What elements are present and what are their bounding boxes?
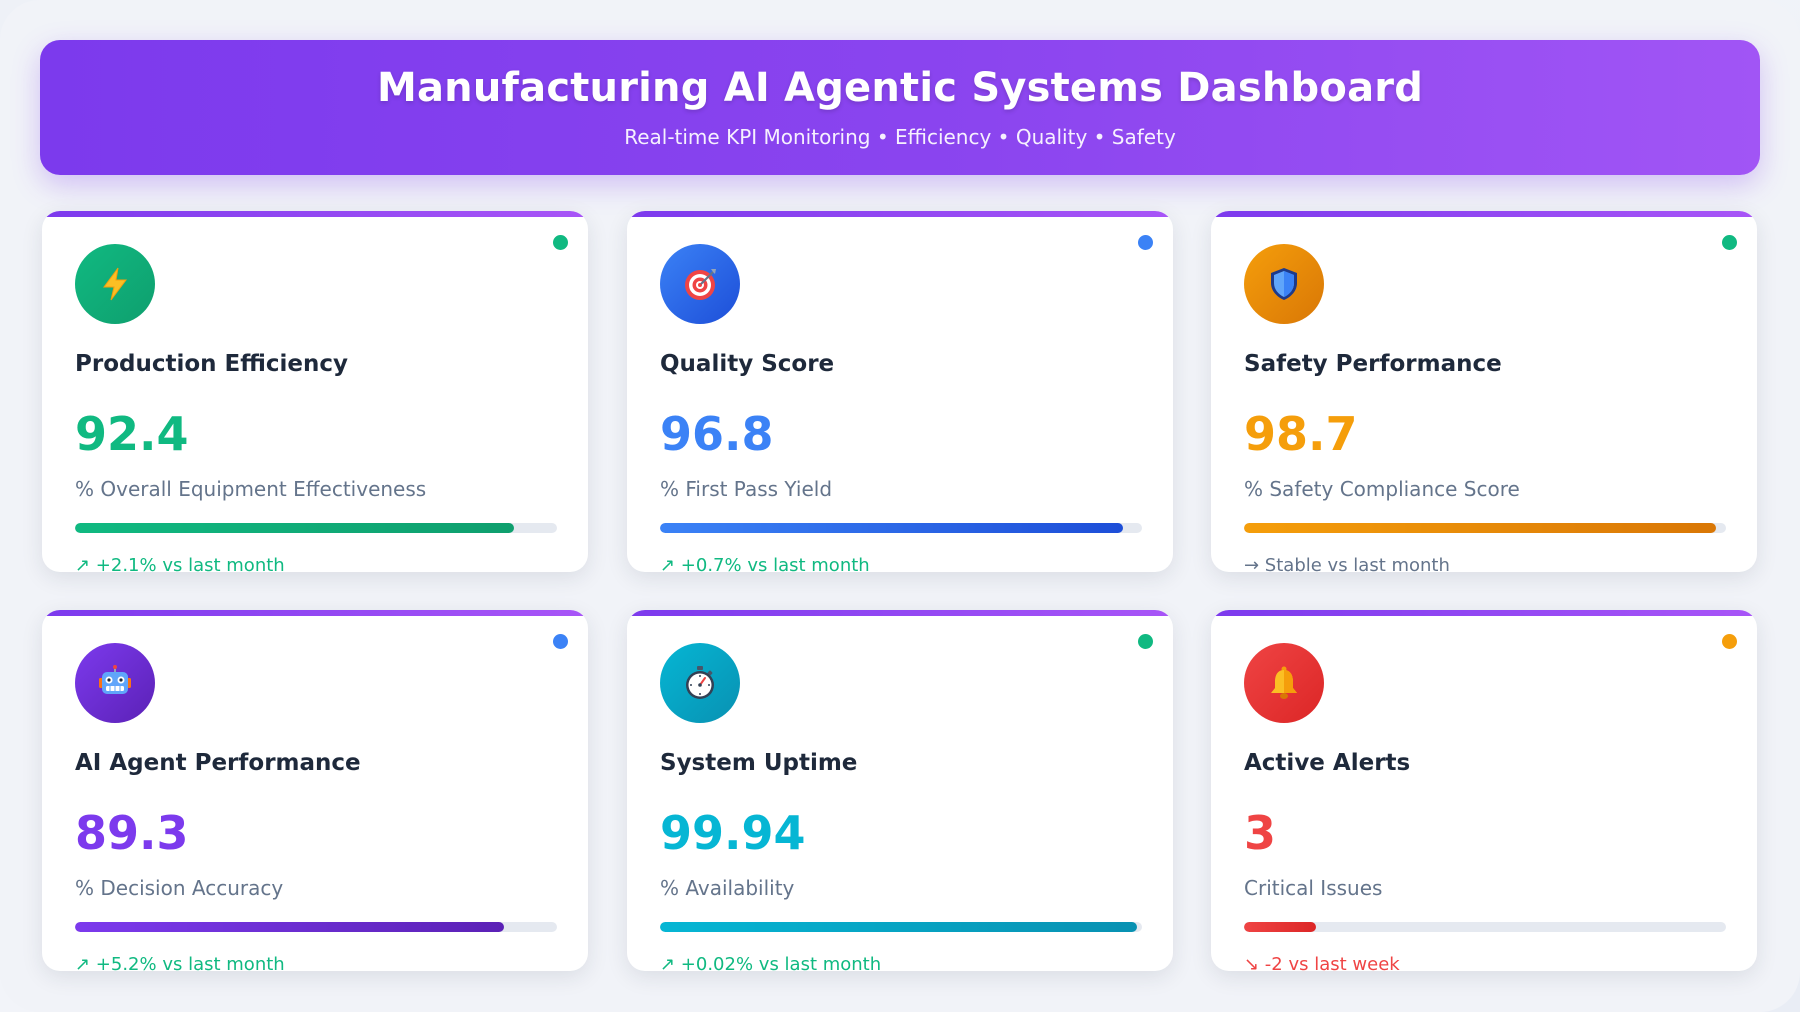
lightning-icon xyxy=(75,244,155,324)
status-dot xyxy=(553,235,568,250)
kpi-card-ai-agent-performance[interactable]: AI Agent Performance 89.3 % Decision Acc… xyxy=(42,610,588,971)
kpi-value: 92.4 xyxy=(75,407,189,461)
trend-text: ↗ +0.7% vs last month xyxy=(660,555,870,572)
bell-icon xyxy=(1244,643,1324,723)
progress-bar xyxy=(1244,922,1726,932)
trend-text: ↘ -2 vs last week xyxy=(1244,954,1400,971)
progress-bar xyxy=(1244,523,1726,533)
card-title: Production Efficiency xyxy=(75,351,349,377)
progress-fill xyxy=(660,922,1138,932)
robot-icon xyxy=(75,643,155,723)
card-title: System Uptime xyxy=(660,750,858,776)
kpi-value: 99.94 xyxy=(660,806,806,860)
card-title: Quality Score xyxy=(660,351,835,377)
card-accent-bar xyxy=(627,610,1173,616)
kpi-label: % Availability xyxy=(660,876,795,900)
card-title: Active Alerts xyxy=(1244,750,1411,776)
kpi-label: % First Pass Yield xyxy=(660,477,833,501)
trend-text: ↗ +2.1% vs last month xyxy=(75,555,285,572)
kpi-label: % Overall Equipment Effectiveness xyxy=(75,477,427,501)
card-title: AI Agent Performance xyxy=(75,750,361,776)
dashboard-header: Manufacturing AI Agentic Systems Dashboa… xyxy=(40,40,1760,175)
card-accent-bar xyxy=(1211,610,1757,616)
card-title: Safety Performance xyxy=(1244,351,1502,377)
kpi-value: 96.8 xyxy=(660,407,774,461)
card-accent-bar xyxy=(42,610,588,616)
kpi-value: 89.3 xyxy=(75,806,189,860)
progress-fill xyxy=(1244,523,1717,533)
progress-fill xyxy=(660,523,1123,533)
kpi-label: % Safety Compliance Score xyxy=(1244,477,1520,501)
status-dot xyxy=(1138,634,1153,649)
card-accent-bar xyxy=(1211,211,1757,217)
progress-fill xyxy=(75,523,514,533)
kpi-card-production-efficiency[interactable]: Production Efficiency 92.4 % Overall Equ… xyxy=(42,211,588,572)
page-subtitle: Real-time KPI Monitoring • Efficiency • … xyxy=(624,125,1176,149)
page-title: Manufacturing AI Agentic Systems Dashboa… xyxy=(376,65,1424,111)
kpi-label: Critical Issues xyxy=(1244,876,1383,900)
kpi-value: 98.7 xyxy=(1244,407,1358,461)
status-dot xyxy=(1722,235,1737,250)
kpi-label: % Decision Accuracy xyxy=(75,876,284,900)
kpi-card-system-uptime[interactable]: System Uptime 99.94 % Availability ↗ +0.… xyxy=(627,610,1173,971)
shield-icon xyxy=(1244,244,1324,324)
trend-text: ↗ +0.02% vs last month xyxy=(660,954,882,971)
progress-fill xyxy=(1244,922,1317,932)
status-dot xyxy=(1138,235,1153,250)
progress-fill xyxy=(75,922,504,932)
progress-bar xyxy=(75,922,557,932)
status-dot xyxy=(1722,634,1737,649)
card-accent-bar xyxy=(42,211,588,217)
trend-text: → Stable vs last month xyxy=(1244,555,1450,572)
kpi-card-safety-performance[interactable]: Safety Performance 98.7 % Safety Complia… xyxy=(1211,211,1757,572)
kpi-card-active-alerts[interactable]: Active Alerts 3 Critical Issues ↘ -2 vs … xyxy=(1211,610,1757,971)
card-accent-bar xyxy=(627,211,1173,217)
trend-text: ↗ +5.2% vs last month xyxy=(75,954,285,971)
progress-bar xyxy=(660,523,1142,533)
stopwatch-icon xyxy=(660,643,740,723)
target-icon xyxy=(660,244,740,324)
status-dot xyxy=(553,634,568,649)
progress-bar xyxy=(75,523,557,533)
progress-bar xyxy=(660,922,1142,932)
kpi-value: 3 xyxy=(1244,806,1277,860)
kpi-card-quality-score[interactable]: Quality Score 96.8 % First Pass Yield ↗ … xyxy=(627,211,1173,572)
